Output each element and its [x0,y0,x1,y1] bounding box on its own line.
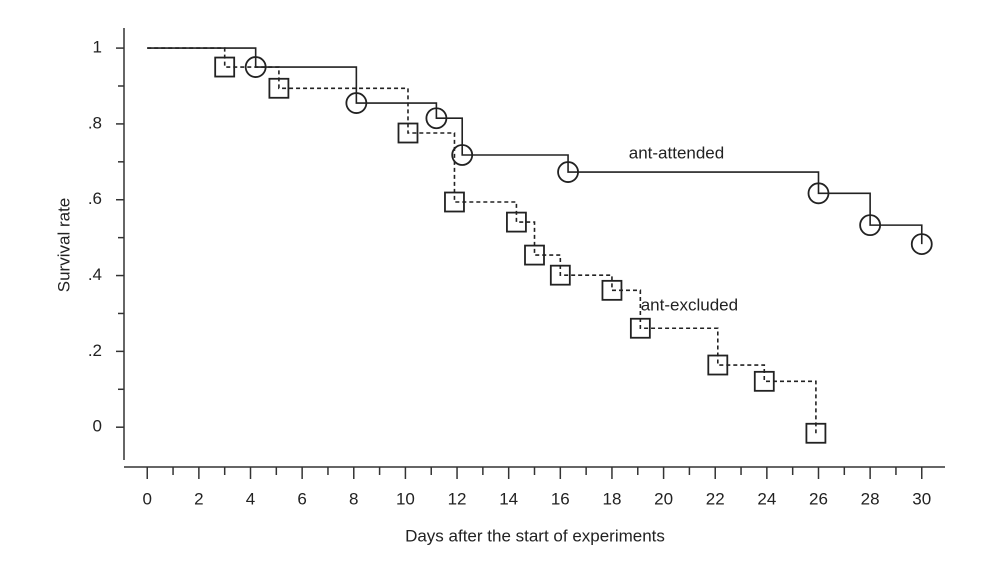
square-marker [214,56,236,78]
square-marker [629,317,651,339]
circle-marker [859,214,882,237]
square-marker [506,211,527,233]
x-tick-label: 10 [396,489,415,508]
x-tick-label: 12 [448,489,467,508]
x-tick-label: 24 [757,489,776,508]
survival-line [147,47,923,245]
x-tick-label: 6 [297,489,306,508]
annotation: ant-excluded [641,295,738,314]
x-tick-label: 18 [602,489,621,508]
circle-marker [910,233,933,255]
y-axis-label: Survival rate [54,198,73,292]
square-marker [397,122,419,144]
square-marker [753,370,775,392]
x-tick-label: 4 [246,489,255,508]
x-tick-label: 22 [706,489,725,508]
circle-marker [557,161,579,183]
square-marker [549,264,571,286]
x-tick-label: 30 [912,489,931,508]
x-tick-label: 0 [143,489,152,508]
circle-marker [451,144,474,166]
square-marker [268,77,290,99]
circle-marker [345,92,368,114]
square-marker [707,354,729,376]
square-marker [444,191,465,213]
x-tick-label: 14 [499,489,518,508]
y-tick-label: .6 [88,189,102,208]
circle-marker [425,107,448,130]
x-tick-label: 20 [654,489,673,508]
square-marker [601,279,623,301]
y-tick-label: .2 [88,341,102,360]
x-axis-label: Days after the start of experiments [405,526,665,545]
square-marker [524,244,545,266]
x-tick-label: 2 [194,489,203,508]
annotation: ant-attended [629,144,724,163]
y-tick-label: 0 [93,417,102,436]
y-tick-label: 1 [93,38,102,57]
survival-line [147,47,817,434]
y-tick-label: .8 [88,113,102,132]
square-marker [805,422,827,444]
x-tick-label: 26 [809,489,828,508]
x-tick-label: 28 [861,489,880,508]
circle-marker [807,182,830,205]
x-tick-label: 16 [551,489,570,508]
y-tick-label: .4 [88,265,102,284]
x-tick-label: 8 [349,489,358,508]
circle-marker [244,56,267,78]
